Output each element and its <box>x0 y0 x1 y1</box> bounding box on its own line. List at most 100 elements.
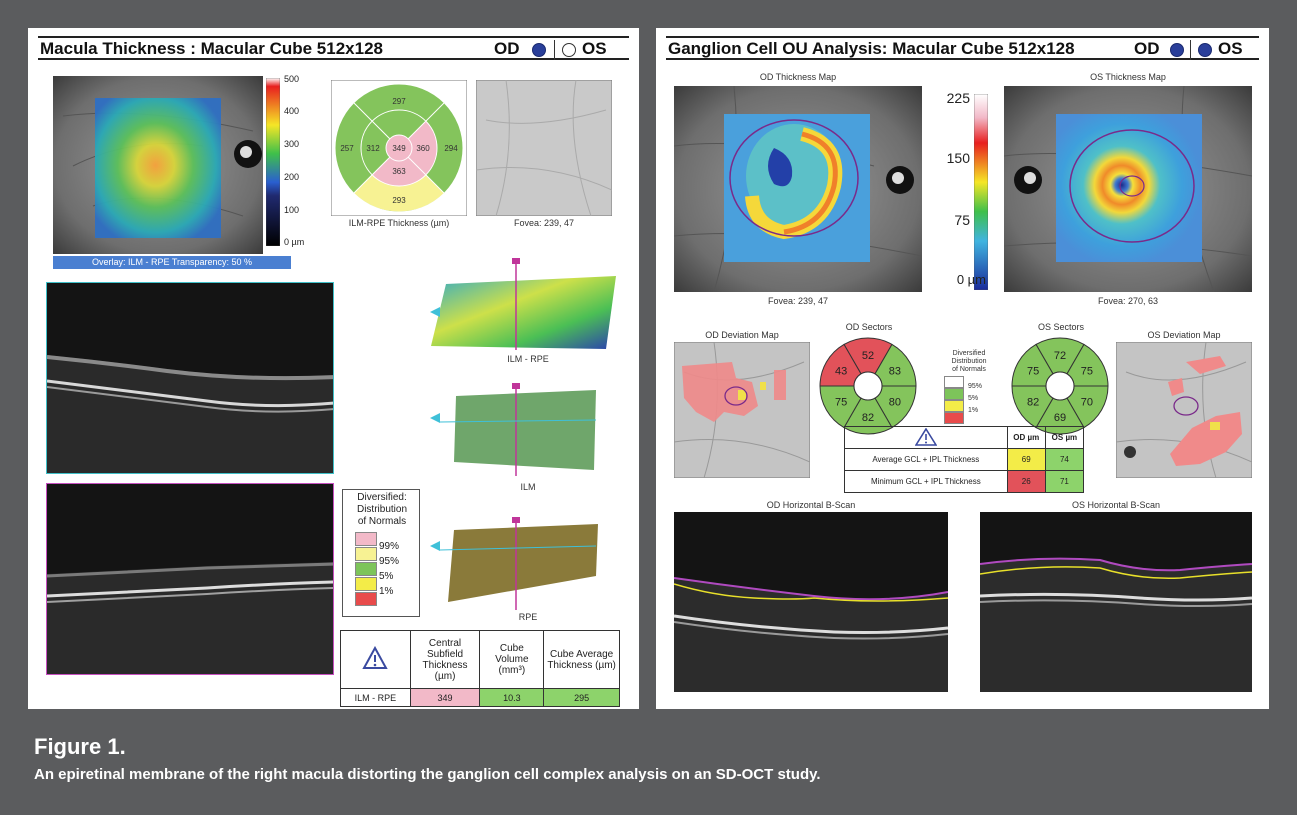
os-sector-value-1: 75 <box>1081 366 1093 378</box>
right-os-label: OS <box>1218 39 1243 58</box>
gcl-row-average-od: 69 <box>1006 448 1046 471</box>
left-legend-swatch-pink <box>355 532 377 546</box>
left-normals-legend: Diversified: Distribution of Normals 99%… <box>342 489 420 617</box>
surface-rpe-label: RPE <box>518 612 538 622</box>
right-header: Ganglion Cell OU Analysis: Macular Cube … <box>666 36 1259 60</box>
surface-rpe <box>430 517 598 610</box>
right-legend-swatch-green <box>944 388 964 400</box>
od-thickness-map-title: OD Thickness Map <box>759 72 837 82</box>
od-sector-value-0: 52 <box>862 350 874 362</box>
os-deviation-title: OS Deviation Map <box>1147 330 1221 340</box>
gcl-header-od: OD µm <box>1006 426 1046 449</box>
header-cube-average: Cube Average Thickness (µm) <box>543 630 620 689</box>
right-legend-swatch-yellow <box>944 400 964 412</box>
etdrs-superior-value: 297 <box>392 97 406 106</box>
od-sector-value-2: 80 <box>889 397 901 409</box>
gcl-thickness-table: OD µm OS µm Average GCL + IPL Thickness … <box>844 426 1085 493</box>
oct-bscan-top <box>46 282 334 474</box>
left-header: Macula Thickness : Macular Cube 512x128 … <box>38 36 629 60</box>
left-legend-label-99: 99% <box>379 541 400 552</box>
os-sectors-title: OS Sectors <box>1037 322 1084 332</box>
etdrs-center-value: 349 <box>392 144 406 153</box>
etdrs-temporal-inner-value: 360 <box>416 144 430 153</box>
os-bscan-title: OS Horizontal B-Scan <box>1071 500 1161 510</box>
left-od-label: OD <box>494 39 520 58</box>
od-bscan-title: OD Horizontal B-Scan <box>766 500 856 510</box>
right-cbar-tick-225: 225 <box>946 90 970 106</box>
etdrs-temporal-outer-value: 294 <box>444 144 458 153</box>
etdrs-inferior-inner-value: 363 <box>392 167 406 176</box>
ganglion-cell-panel: Ganglion Cell OU Analysis: Macular Cube … <box>656 28 1269 709</box>
summary-row-label: ILM - RPE <box>340 688 411 707</box>
left-legend-swatch-red <box>355 592 377 606</box>
right-legend-title-1: Diversified <box>952 350 986 357</box>
right-legend-swatch-white <box>944 376 964 388</box>
right-od-label: OD <box>1134 39 1160 58</box>
right-colorbar <box>974 94 988 290</box>
summary-central-value: 349 <box>409 688 481 707</box>
od-sectors-ring: 52 83 80 82 75 43 <box>819 337 917 435</box>
os-thickness-map-title: OS Thickness Map <box>1090 72 1166 82</box>
etdrs-inferior-outer-value: 293 <box>392 196 406 205</box>
surface-ilm-rpe-label: ILM - RPE <box>507 354 549 364</box>
left-cbar-tick-200: 200 <box>284 172 300 182</box>
left-legend-title-3: of Normals <box>357 516 407 527</box>
etdrs-nasal-outer-value: 257 <box>340 144 354 153</box>
etdrs-nasal-inner-value: 312 <box>366 144 380 153</box>
etdrs-caption: ILM-RPE Thickness (µm) <box>348 218 450 228</box>
od-deviation-title: OD Deviation Map <box>705 330 779 340</box>
figure-caption: An epiretinal membrane of the right macu… <box>34 766 821 783</box>
right-legend-label-95: 95% <box>968 383 983 390</box>
right-cbar-tick-75: 75 <box>954 212 970 228</box>
thickness-overlay-map <box>53 76 263 254</box>
right-cbar-tick-0: 0 µm <box>956 272 986 287</box>
overlay-caption: Overlay: ILM - RPE Transparency: 50 % <box>53 256 291 269</box>
surface-ilm-label: ILM <box>520 482 536 492</box>
left-colorbar <box>266 78 280 246</box>
od-deviation-map <box>674 342 810 478</box>
left-legend-label-1: 1% <box>379 586 394 597</box>
gcl-header-os: OS µm <box>1044 426 1085 449</box>
etdrs-grid: 297 257 312 349 360 294 363 293 <box>331 80 467 216</box>
os-sector-value-5: 75 <box>1027 366 1039 378</box>
right-panel-title: Ganglion Cell OU Analysis: Macular Cube … <box>668 39 1075 58</box>
figure-title: Figure 1. <box>34 734 126 759</box>
surface-ilm <box>430 383 597 476</box>
left-os-label: OS <box>582 39 607 58</box>
od-sector-value-3: 82 <box>862 412 874 424</box>
os-deviation-map <box>1116 342 1252 478</box>
os-horizontal-bscan <box>980 512 1252 692</box>
left-legend-title-2: Distribution <box>356 504 408 515</box>
right-legend-label-1: 1% <box>968 407 979 414</box>
header-central-subfield: Central Subfield Thickness (µm) <box>409 630 481 689</box>
od-horizontal-bscan <box>674 512 948 692</box>
right-colorbar-labels: 225 150 75 0 µm <box>938 90 986 290</box>
warning-icon <box>362 645 389 669</box>
left-legend-swatch-lightyellow <box>355 547 377 561</box>
right-legend-title-2: Distribution <box>951 358 987 365</box>
gcl-warning-cell <box>844 426 1008 449</box>
right-cbar-tick-150: 150 <box>946 150 970 166</box>
od-sector-value-1: 83 <box>889 366 901 378</box>
os-fovea-caption: Fovea: 270, 63 <box>1097 296 1159 306</box>
left-eye-separator <box>554 40 555 60</box>
left-legend-label-5: 5% <box>379 571 394 582</box>
os-center-hole <box>1045 371 1075 401</box>
os-sector-value-4: 82 <box>1027 397 1039 409</box>
left-colorbar-labels: 500 400 300 200 100 0 µm <box>284 74 324 250</box>
od-fovea-caption: Fovea: 239, 47 <box>767 296 829 306</box>
right-os-indicator <box>1198 43 1212 57</box>
right-od-indicator <box>1170 43 1184 57</box>
os-sectors-ring: 72 75 70 69 82 75 <box>1011 337 1109 435</box>
surface-ilm-rpe <box>430 258 616 350</box>
left-cbar-tick-500: 500 <box>284 74 300 84</box>
gcl-row-minimum-os: 71 <box>1044 470 1085 493</box>
fundus-image <box>476 80 612 216</box>
right-normals-legend: Diversified Distribution of Normals 95% … <box>938 350 1000 430</box>
right-legend-swatch-red <box>944 412 964 424</box>
left-cbar-tick-300: 300 <box>284 139 300 149</box>
gcl-row-average-label: Average GCL + IPL Thickness <box>844 448 1008 471</box>
os-sector-value-2: 70 <box>1081 397 1093 409</box>
gcl-row-minimum-od: 26 <box>1006 470 1046 493</box>
od-sectors-title: OD Sectors <box>845 322 893 332</box>
